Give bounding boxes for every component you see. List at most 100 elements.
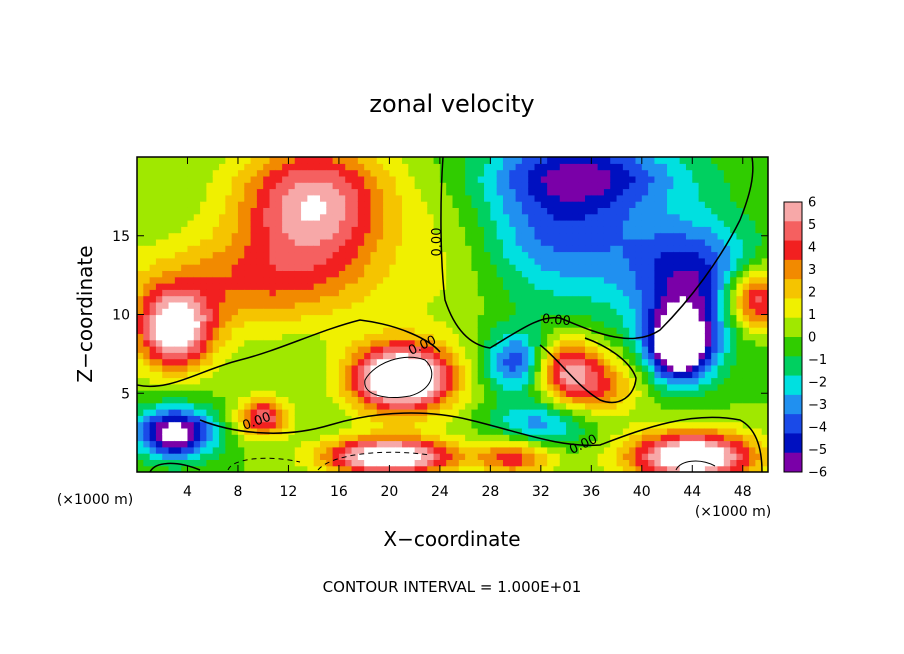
heatmap-cell: [559, 327, 567, 334]
heatmap-cell: [357, 314, 365, 322]
heatmap-cell: [408, 194, 416, 202]
heatmap-cell: [730, 453, 738, 460]
heatmap-cell: [427, 446, 435, 454]
heatmap-cell: [364, 289, 372, 297]
heatmap-cell: [155, 377, 163, 385]
heatmap-cell: [307, 327, 315, 334]
heatmap-cell: [263, 465, 271, 472]
heatmap-cell: [641, 283, 649, 290]
heatmap-cell: [357, 446, 365, 454]
heatmap-cell: [219, 320, 226, 328]
heatmap-cell: [578, 270, 586, 278]
heatmap-cell: [502, 182, 510, 190]
heatmap-cell: [509, 238, 517, 246]
heatmap-cell: [629, 283, 637, 290]
heatmap-cell: [477, 377, 485, 385]
heatmap-cell: [143, 409, 151, 416]
heatmap-cell: [155, 245, 163, 253]
heatmap-cell: [578, 346, 586, 353]
heatmap-cell: [263, 175, 271, 183]
heatmap-cell: [351, 270, 359, 278]
heatmap-cell: [471, 264, 479, 271]
heatmap-cell: [193, 446, 201, 454]
heatmap-cell: [711, 295, 719, 303]
heatmap-cell: [168, 182, 176, 190]
heatmap-cell: [338, 251, 346, 259]
heatmap-cell: [181, 377, 189, 385]
heatmap-cell: [603, 390, 611, 397]
heatmap-cell: [528, 383, 536, 391]
heatmap-cell: [162, 409, 170, 416]
heatmap-cell: [641, 402, 649, 410]
heatmap-cell: [629, 301, 637, 309]
heatmap-cell: [389, 346, 397, 353]
heatmap-cell: [187, 264, 195, 271]
heatmap-cell: [458, 421, 466, 429]
heatmap-cell: [301, 390, 308, 397]
heatmap-cell: [357, 264, 365, 271]
heatmap-cell: [654, 175, 662, 183]
heatmap-cell: [212, 453, 220, 460]
heatmap-cell: [667, 264, 674, 271]
heatmap-cell: [736, 220, 744, 227]
heatmap-cell: [540, 415, 548, 423]
heatmap-cell: [660, 213, 668, 221]
heatmap-cell: [155, 283, 163, 290]
heatmap-cell: [692, 201, 700, 208]
heatmap-cell: [288, 188, 296, 196]
heatmap-cell: [351, 446, 359, 454]
heatmap-cell: [698, 358, 706, 366]
heatmap-cell: [667, 308, 674, 316]
heatmap-cell: [622, 333, 630, 341]
heatmap-cell: [420, 232, 428, 240]
heatmap-cell: [629, 220, 637, 227]
heatmap-cell: [319, 226, 327, 234]
heatmap-cell: [534, 333, 542, 341]
heatmap-cell: [187, 327, 195, 334]
heatmap-cell: [484, 358, 491, 366]
heatmap-cell: [137, 270, 144, 278]
heatmap-cell: [181, 409, 189, 416]
heatmap-cell: [685, 327, 693, 334]
heatmap-cell: [244, 396, 252, 404]
heatmap-cell: [168, 409, 176, 416]
heatmap-cell: [528, 465, 536, 472]
heatmap-cell: [547, 333, 555, 341]
heatmap-cell: [578, 333, 586, 341]
heatmap-cell: [338, 358, 346, 366]
heatmap-cell: [326, 415, 334, 423]
heatmap-cell: [231, 270, 239, 278]
heatmap-cell: [389, 320, 397, 328]
heatmap-cell: [749, 251, 756, 259]
heatmap-cell: [698, 440, 706, 448]
heatmap-cell: [231, 207, 239, 215]
heatmap-cell: [749, 402, 756, 410]
heatmap-cell: [616, 346, 624, 353]
heatmap-cell: [370, 446, 378, 454]
heatmap-cell: [654, 213, 662, 221]
heatmap-cell: [578, 459, 586, 467]
heatmap-cell: [414, 276, 422, 284]
heatmap-cell: [704, 264, 712, 271]
heatmap-cell: [667, 257, 674, 265]
heatmap-cell: [761, 207, 768, 215]
heatmap-cell: [149, 364, 157, 372]
heatmap-cell: [231, 163, 239, 171]
heatmap-cell: [559, 213, 567, 221]
heatmap-cell: [471, 396, 479, 404]
heatmap-cell: [660, 232, 668, 240]
heatmap-cell: [288, 434, 296, 442]
heatmap-cell: [484, 270, 491, 278]
heatmap-cell: [648, 453, 656, 460]
heatmap-cell: [502, 377, 510, 385]
heatmap-cell: [294, 245, 302, 253]
heatmap-cell: [509, 339, 517, 347]
heatmap-cell: [446, 175, 454, 183]
heatmap-cell: [294, 440, 302, 448]
heatmap-cell: [692, 226, 700, 234]
heatmap-cell: [477, 396, 485, 404]
heatmap-cell: [547, 371, 555, 379]
heatmap-cell: [402, 226, 409, 234]
heatmap-cell: [711, 421, 719, 429]
heatmap-cell: [610, 396, 618, 404]
